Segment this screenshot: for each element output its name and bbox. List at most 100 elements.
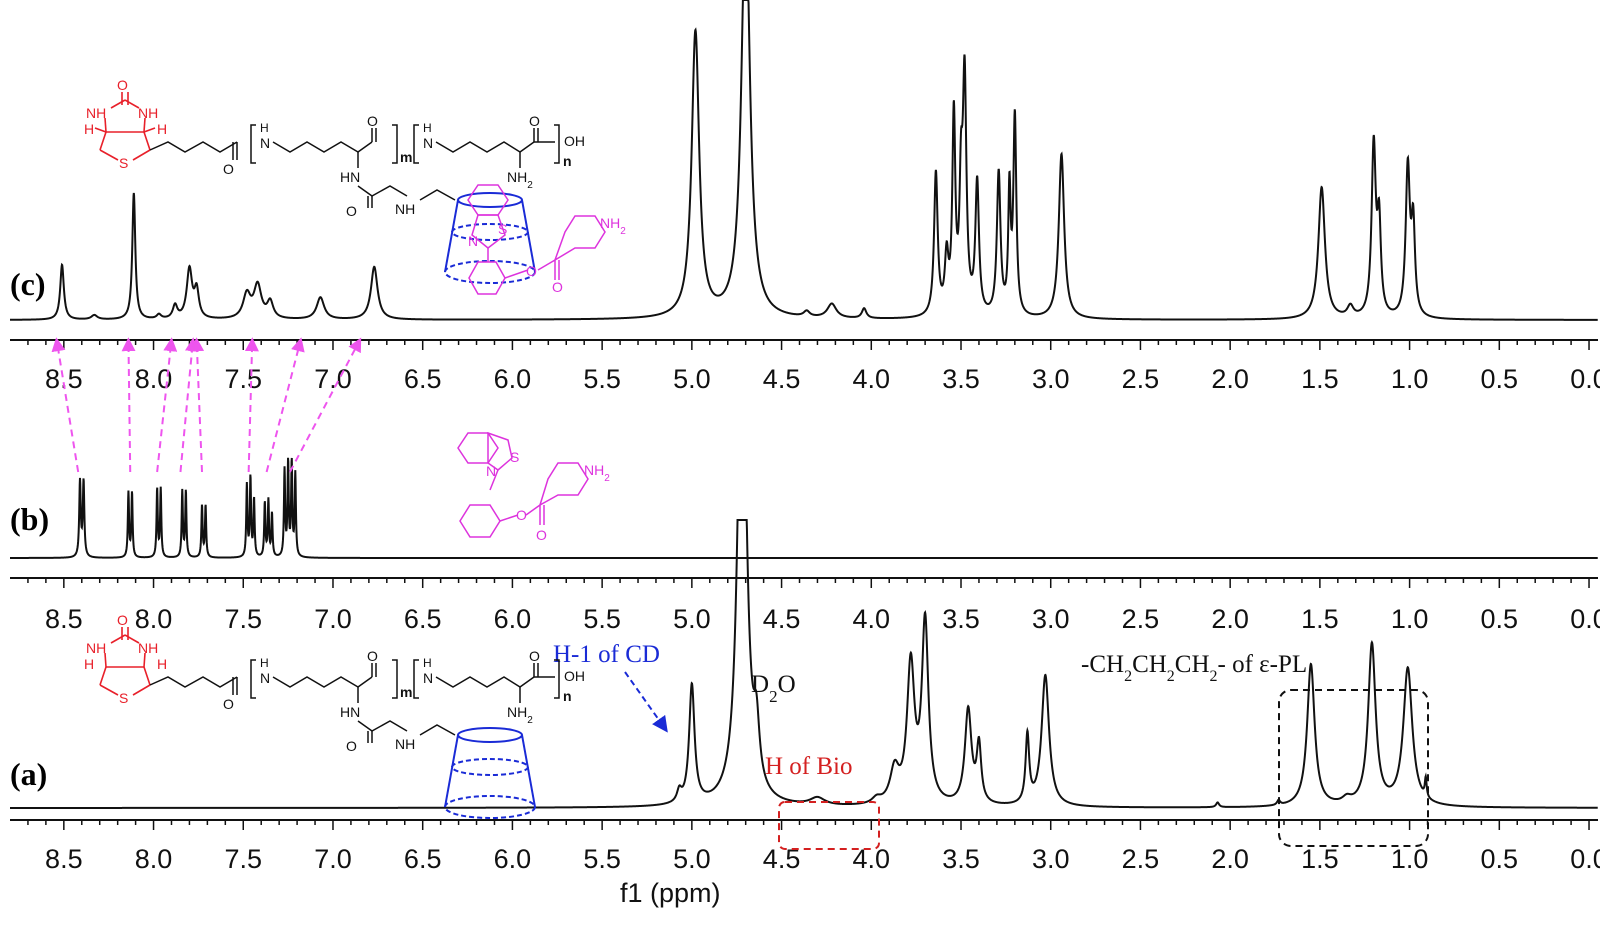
svg-text:H: H	[157, 656, 167, 672]
svg-text:HN: HN	[340, 169, 360, 185]
x-tick-label: 7.0	[314, 844, 352, 874]
correlation-arrow	[190, 337, 205, 473]
x-tick-label: 5.0	[673, 844, 711, 874]
spectrum-line-b	[10, 457, 1598, 559]
x-tick-label: 6.0	[494, 604, 532, 634]
x-tick-label: 8.5	[45, 844, 83, 874]
x-tick-label: 7.5	[224, 364, 262, 394]
correlation-arrow	[244, 337, 259, 473]
guest-molecule-structure: N S O O NH2	[457, 431, 610, 543]
correlation-arrow	[289, 337, 362, 473]
svg-text:O: O	[346, 203, 357, 219]
x-tick-label: 2.0	[1211, 364, 1249, 394]
x-tick-label: 3.0	[1032, 364, 1070, 394]
panel-label-b: (b)	[10, 501, 49, 537]
svg-text:O: O	[529, 648, 540, 664]
bio-region-box	[778, 801, 880, 850]
svg-text:N: N	[260, 135, 270, 151]
svg-text:n: n	[563, 153, 572, 169]
svg-text:NH: NH	[395, 201, 415, 217]
x-tick-label: 3.5	[942, 604, 980, 634]
x-tick-label: 1.0	[1391, 604, 1429, 634]
x-tick-label: 0.5	[1481, 604, 1519, 634]
spectra-layer	[10, 0, 1598, 809]
svg-text:O: O	[552, 279, 563, 295]
x-tick-label: 5.5	[583, 844, 621, 874]
svg-text:O: O	[536, 527, 547, 543]
svg-text:n: n	[563, 688, 572, 704]
svg-text:NH: NH	[86, 640, 106, 656]
x-tick-label: 1.5	[1301, 844, 1339, 874]
svg-text:S: S	[498, 221, 507, 237]
x-tick-label: 3.5	[942, 844, 980, 874]
annotation-cd-arrow	[624, 671, 668, 733]
x-tick-label: 0.0	[1570, 364, 1600, 394]
x-tick-label: 8.0	[135, 604, 173, 634]
x-tick-label: 3.5	[942, 364, 980, 394]
x-tick-label: 7.5	[224, 844, 262, 874]
svg-text:O: O	[367, 113, 378, 129]
svg-text:H: H	[84, 121, 94, 137]
svg-text:O: O	[529, 113, 540, 129]
svg-text:H: H	[84, 656, 94, 672]
correlation-arrow	[121, 337, 136, 473]
x-tick-label: 4.0	[853, 364, 891, 394]
panel-label-a: (a)	[10, 756, 47, 792]
x-tick-label: 8.5	[45, 604, 83, 634]
correlation-arrow	[51, 337, 80, 473]
svg-text:O: O	[367, 648, 378, 664]
x-axis-label: f1 (ppm)	[620, 878, 721, 908]
x-tick-label: 5.5	[583, 604, 621, 634]
x-tick-label: 6.5	[404, 604, 442, 634]
svg-text:H: H	[423, 121, 432, 135]
svg-text:S: S	[510, 449, 519, 465]
x-tick-label: 1.0	[1391, 364, 1429, 394]
svg-text:N: N	[423, 135, 433, 151]
svg-text:O: O	[516, 507, 527, 523]
annotation-d2o: D2O	[751, 671, 796, 706]
svg-text:OH: OH	[564, 668, 585, 684]
x-tick-label: 7.0	[314, 364, 352, 394]
svg-text:H: H	[423, 656, 432, 670]
x-tick-label: 4.5	[763, 604, 801, 634]
epl-region-box	[1278, 689, 1429, 847]
biotin-pl-cd-structure: O NH NH H H S O N H O m HN N H O OH n NH…	[84, 612, 585, 819]
annotation-ch2-of-epl: -CH2CH2CH2- of ε-PL	[1081, 651, 1307, 685]
x-tick-label: 1.5	[1301, 364, 1339, 394]
correlation-arrow	[156, 337, 178, 473]
annotation-h-of-bio: H of Bio	[765, 753, 853, 780]
svg-text:O: O	[117, 612, 128, 628]
x-tick-label: 5.0	[673, 364, 711, 394]
svg-text:m: m	[400, 684, 412, 700]
svg-text:m: m	[400, 149, 412, 165]
x-tick-label: 0.5	[1481, 844, 1519, 874]
svg-text:O: O	[346, 738, 357, 754]
x-tick-label: 5.5	[583, 364, 621, 394]
svg-text:NH: NH	[138, 105, 158, 121]
x-tick-label: 3.0	[1032, 604, 1070, 634]
x-tick-label: 6.5	[404, 364, 442, 394]
x-tick-label: 1.0	[1391, 844, 1429, 874]
svg-text:N: N	[486, 463, 496, 479]
svg-text:O: O	[223, 696, 234, 712]
x-tick-label: 2.5	[1122, 604, 1160, 634]
x-tick-label: 2.5	[1122, 844, 1160, 874]
annotation-h1-of-cd: H-1 of CD	[553, 641, 660, 668]
correlation-arrow	[179, 337, 199, 473]
axes-layer: 8.5 8.0 7.5 7.0 6.5 6.0 5.5 5.0 4.5 4.0 3.5 3.0 2.5 2…	[10, 339, 1600, 874]
x-tick-label: 0.0	[1570, 844, 1600, 874]
svg-text:NH2: NH2	[507, 169, 533, 191]
svg-text:N: N	[260, 670, 270, 686]
svg-text:NH2: NH2	[584, 462, 610, 484]
x-tick-label: 8.0	[135, 844, 173, 874]
svg-text:NH: NH	[395, 736, 415, 752]
svg-text:H: H	[260, 656, 269, 670]
x-tick-label: 2.0	[1211, 604, 1249, 634]
x-tick-label: 2.0	[1211, 844, 1249, 874]
biotin-pl-cd-complex-structure: O NH NH H H S O N H O m HN N H O OH	[84, 77, 626, 295]
svg-text:S: S	[119, 690, 128, 706]
svg-text:NH: NH	[138, 640, 158, 656]
x-tick-label: 4.5	[763, 364, 801, 394]
svg-text:O: O	[223, 161, 234, 177]
